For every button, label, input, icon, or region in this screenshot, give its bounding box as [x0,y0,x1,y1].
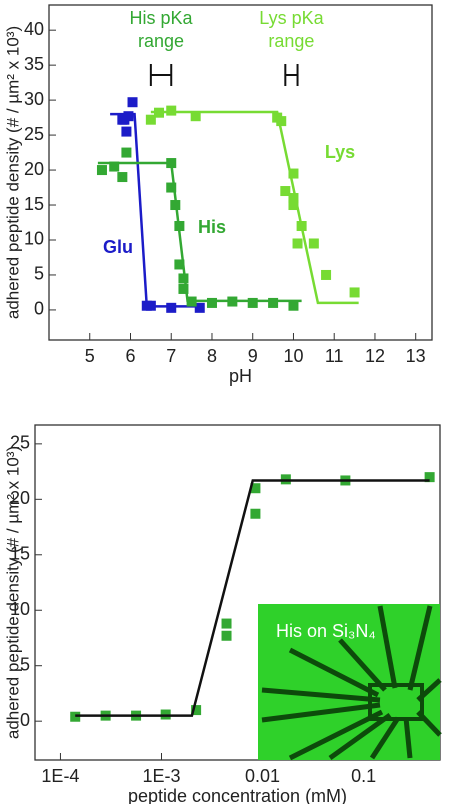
data-point [296,221,307,232]
x-tick-label: 8 [207,346,217,366]
data-point [292,238,303,249]
data-point [221,618,232,629]
y-tick-label: 25 [10,433,30,453]
pka-range [284,64,299,86]
range-label: His pKa [130,8,194,28]
data-point [250,483,261,494]
x-tick-label: 6 [125,346,135,366]
inset-electrodes [261,605,442,761]
y-tick-label: 20 [10,488,30,508]
y-tick-label: 20 [24,159,44,179]
data-point [288,193,299,204]
x-tick-label: 12 [365,346,385,366]
data-point [145,300,156,311]
x-tick-label: 0.1 [351,766,376,786]
data-point [288,200,299,211]
data-point [288,300,299,311]
data-point [121,126,132,137]
series-label: Glu [103,237,133,257]
inset-label: His on Si₃N₄ [276,621,376,641]
inset-photo: His on Si₃N₄ [258,604,442,761]
y-tick-label: 30 [24,89,44,109]
range-label: range [268,31,314,51]
plot-frame [48,4,433,341]
data-point [227,296,238,307]
data-point [276,116,287,127]
y-tick-label: 10 [24,229,44,249]
y-tick-label: 35 [24,54,44,74]
data-point [127,97,138,108]
range-label: range [138,31,184,51]
data-point [117,172,128,183]
data-point [166,302,177,313]
x-tick-label: 5 [85,346,95,366]
data-point [221,630,232,641]
x-axis-title: peptide concentration (mM) [128,786,347,804]
series-label: Lys [325,142,355,162]
fit-line [110,112,204,308]
y-tick-label: 5 [34,264,44,284]
data-point [190,111,201,122]
pka-range [149,64,173,86]
data-point [194,302,205,313]
data-point [280,186,291,197]
data-point [186,296,197,307]
data-point [250,508,261,519]
y-tick-label: 15 [10,544,30,564]
y-tick-label: 5 [20,654,30,674]
x-tick-label: 10 [283,346,303,366]
data-point [247,297,258,308]
data-point [170,200,181,211]
data-point [154,107,165,118]
y-tick-label: 0 [20,710,30,730]
x-tick-label: 0.01 [245,766,280,786]
x-axis-title: pH [229,366,252,386]
data-point [174,259,185,270]
data-point [145,114,156,125]
y-tick-label: 10 [10,599,30,619]
data-point [178,273,189,284]
data-point [308,238,319,249]
plot-frame [34,424,441,761]
y-axis-title: adhered peptide density (# / µm² x 10³) [3,26,22,319]
data-point [178,283,189,294]
data-point [206,297,217,308]
x-tick-label: 13 [406,346,426,366]
range-label: Lys pKa [259,8,324,28]
inset-pad [368,683,424,721]
x-tick-label: 7 [166,346,176,366]
data-point [121,147,132,158]
y-tick-label: 25 [24,124,44,144]
fit-line [75,479,430,717]
data-point [424,472,435,483]
x-tick-label: 9 [248,346,258,366]
y-tick-label: 15 [24,194,44,214]
y-tick-label: 0 [34,299,44,319]
data-point [191,705,202,716]
data-point [268,297,279,308]
y-axis-title: adhered peptide density (# / µm² x 10³) [3,446,22,739]
x-tick-label: 1E-4 [41,766,79,786]
fit-line [97,161,302,303]
data-point [288,168,299,179]
data-point [349,287,360,298]
data-point [166,158,177,169]
series-label: His [198,217,226,237]
x-tick-label: 1E-3 [142,766,180,786]
data-point [166,105,177,116]
data-point [96,165,107,176]
y-tick-label: 40 [24,19,44,39]
x-tick-label: 11 [325,346,344,366]
data-point [109,161,120,172]
data-point [166,182,177,193]
data-point [123,111,134,122]
data-point [321,269,332,280]
data-point [174,221,185,232]
